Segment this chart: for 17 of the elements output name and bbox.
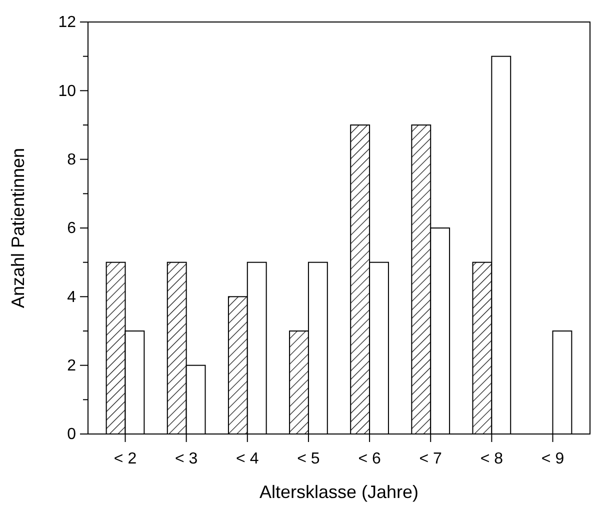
x-axis-title: Altersklasse (Jahre): [259, 482, 419, 502]
y-tick-label: 12: [58, 14, 76, 32]
x-tick-label: < 6: [358, 450, 381, 468]
x-tick-label: < 5: [297, 450, 320, 468]
x-tick-label: < 2: [114, 450, 137, 468]
y-tick-label: 4: [67, 288, 76, 306]
x-tick-label: < 9: [541, 450, 564, 468]
y-tick-label: 10: [58, 82, 76, 100]
x-tick-label: < 7: [419, 450, 442, 468]
x-tick-label: < 3: [174, 450, 198, 468]
y-tick-label: 8: [67, 151, 76, 168]
y-tick-label: 6: [67, 220, 76, 238]
x-tick-label: < 4: [236, 450, 259, 468]
y-axis-title: Anzahl Patientinnen: [8, 148, 28, 308]
y-tick-label: 2: [67, 357, 76, 374]
y-tick-label: 0: [67, 426, 76, 444]
x-tick-label: < 8: [480, 450, 504, 468]
